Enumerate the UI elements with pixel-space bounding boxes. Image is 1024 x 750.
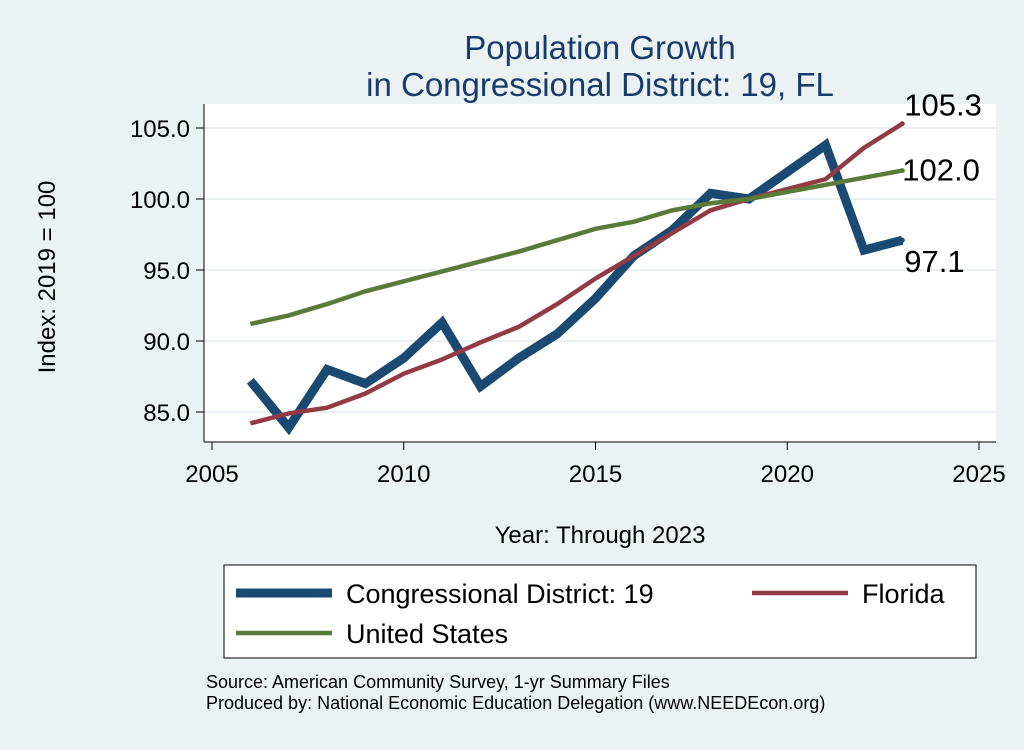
series-lines — [246, 121, 904, 436]
x-tick-label: 2010 — [377, 461, 430, 488]
y-tick-label: 100.0 — [130, 187, 190, 214]
legend-label-united-states: United States — [346, 619, 508, 649]
legend-label-congressional-district-19: Congressional District: 19 — [346, 579, 654, 609]
y-axis-label: Index: 2019 = 100 — [34, 181, 61, 374]
end-label-congressional-district-19: 97.1 — [904, 244, 964, 279]
x-tick-label: 2025 — [952, 461, 1005, 488]
end-marker-congressional-district-19 — [899, 237, 905, 243]
gridlines — [204, 127, 996, 413]
series-line-florida — [249, 121, 904, 426]
x-tick-label: 2005 — [185, 461, 238, 488]
y-tick-label: 105.0 — [130, 116, 190, 143]
source-line-1: Source: American Community Survey, 1-yr … — [206, 672, 670, 692]
legend-label-florida: Florida — [862, 579, 946, 609]
x-tick-label: 2015 — [569, 461, 622, 488]
chart-title-line-2: in Congressional District: 19, FL — [366, 66, 834, 103]
end-marker-united-states — [899, 168, 905, 174]
legend-box — [223, 564, 977, 659]
end-labels: 97.1 105.3 102.0 — [899, 88, 982, 279]
plot-area — [204, 104, 996, 442]
x-axis-label: Year: Through 2023 — [495, 522, 706, 549]
end-label-florida: 105.3 — [904, 88, 982, 123]
x-tick-label: 2020 — [761, 461, 814, 488]
series-line-united-states — [249, 168, 903, 327]
y-tick-label: 85.0 — [143, 400, 190, 427]
source-line-2: Produced by: National Economic Education… — [206, 693, 825, 713]
series-line-congressional-district-19 — [246, 137, 904, 436]
end-label-united-states: 102.0 — [902, 153, 980, 188]
chart-title-line-1: Population Growth — [464, 29, 736, 66]
y-tick-label: 90.0 — [143, 329, 190, 356]
legend: Congressional District: 19 Florida United … — [236, 579, 946, 649]
y-tick-label: 95.0 — [143, 258, 190, 285]
axes: 85.0 90.0 95.0 100.0 105.0 2005 2010 2015 2020 20… — [130, 104, 1006, 488]
end-marker-florida — [899, 121, 905, 127]
